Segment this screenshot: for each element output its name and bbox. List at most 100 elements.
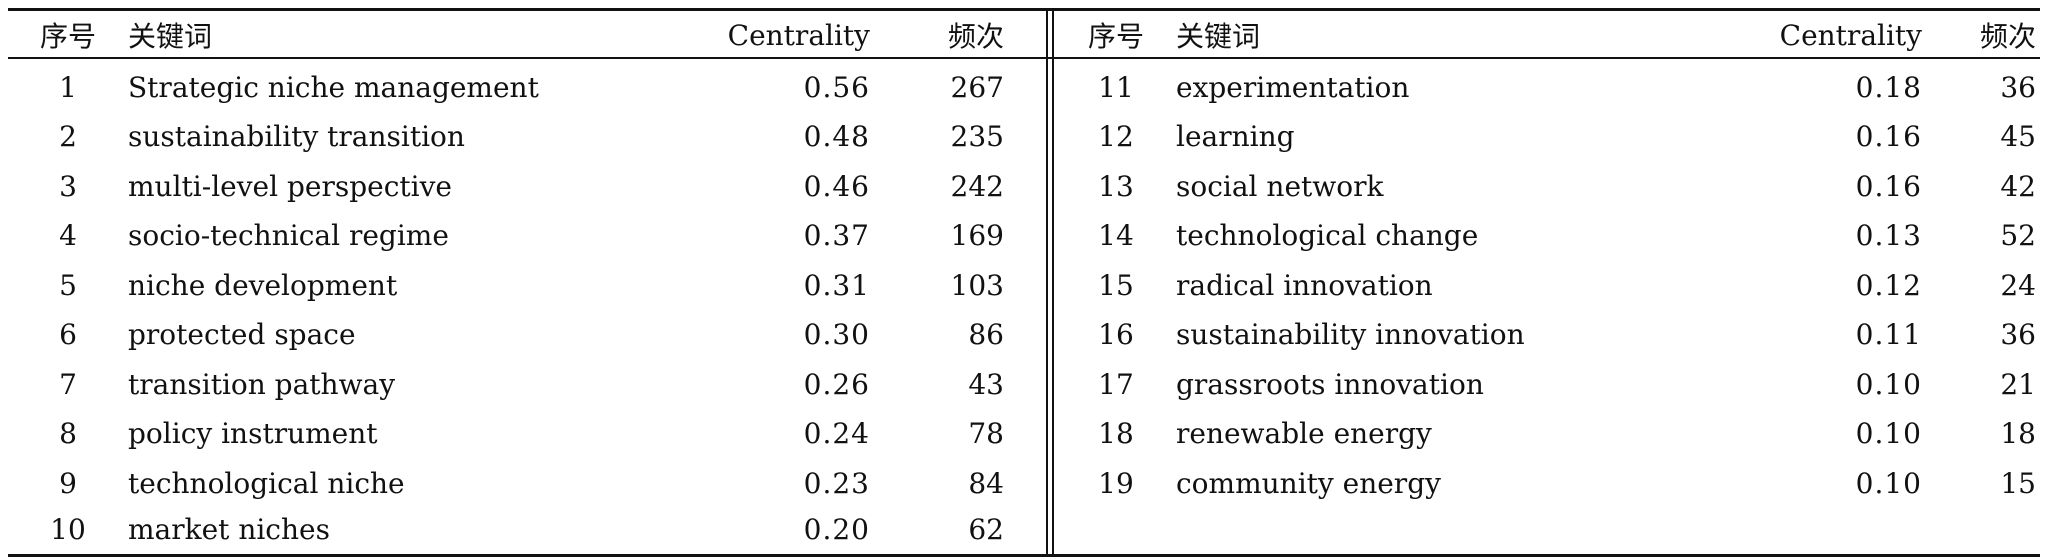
row-centrality: 0.56 [803,70,870,104]
row-centrality: 0.11 [1855,318,1922,351]
table-row: 3 multi-level perspective 0.46 242 [8,162,1044,210]
table-row: 2 sustainability transition 0.48 235 [8,113,1044,161]
table-row: 13 social network 0.16 42 [1056,162,2040,210]
row-centrality: 0.20 [803,512,870,546]
row-keyword: Strategic niche management [128,70,539,104]
row-centrality: 0.10 [1855,466,1922,500]
row-frequency: 235 [950,120,1004,153]
row-centrality: 0.46 [803,169,870,203]
row-keyword: technological change [1176,219,1479,252]
row-centrality: 0.13 [1855,219,1922,252]
table-top-rule [8,8,2040,11]
row-keyword: technological niche [128,466,405,500]
row-index: 12 [1098,120,1134,153]
row-keyword: market niches [128,512,330,546]
row-keyword: socio-technical regime [128,219,449,252]
row-centrality: 0.12 [1855,268,1922,302]
row-index: 2 [59,120,77,153]
row-centrality: 0.10 [1855,417,1922,450]
row-index: 4 [59,219,77,252]
table-row: 6 protected space 0.30 86 [8,311,1044,359]
row-centrality: 0.10 [1855,367,1922,401]
row-centrality: 0.48 [803,120,870,153]
row-frequency: 86 [968,318,1004,351]
row-centrality: 0.26 [803,367,870,401]
row-centrality: 0.24 [803,417,870,450]
table-row: 16 sustainability innovation 0.11 36 [1056,311,2040,359]
row-centrality: 0.18 [1855,70,1922,104]
row-index: 15 [1098,268,1134,302]
row-frequency: 169 [950,219,1004,252]
row-frequency: 43 [968,367,1004,401]
row-keyword: sustainability innovation [1176,318,1525,351]
header-row: 序号 关键词 Centrality 频次 [8,11,1044,59]
table-row: 17 grassroots innovation 0.10 21 [1056,360,2040,408]
row-keyword: transition pathway [128,367,396,401]
table-row: 9 technological niche 0.23 84 [8,459,1044,507]
row-frequency: 42 [2000,169,2036,203]
table-row: 12 learning 0.16 45 [1056,113,2040,161]
row-frequency: 267 [950,70,1004,104]
row-index: 1 [59,70,77,104]
header-index: 序号 [39,20,96,53]
column-divider [1046,8,1048,557]
table-left-half: 序号 关键词 Centrality 频次 1 Strategic niche m… [8,8,1044,556]
keyword-table: 序号 关键词 Centrality 频次 1 Strategic niche m… [8,8,2040,557]
row-keyword: renewable energy [1176,417,1432,450]
row-centrality: 0.30 [803,318,870,351]
row-frequency: 21 [2000,367,2036,401]
row-frequency: 36 [2000,318,2036,351]
row-frequency: 36 [2000,70,2036,104]
row-index: 7 [59,367,77,401]
row-frequency: 78 [968,417,1004,450]
table-row: 10 market niches 0.20 62 [8,505,1044,553]
row-frequency: 24 [2000,268,2036,302]
row-centrality: 0.31 [803,268,870,302]
row-index: 6 [59,318,77,351]
row-index: 18 [1098,417,1134,450]
header-frequency: 频次 [947,20,1004,53]
header-row: 序号 关键词 Centrality 频次 [1056,11,2040,59]
table-row: 7 transition pathway 0.26 43 [8,360,1044,408]
table-row: 4 socio-technical regime 0.37 169 [8,212,1044,260]
row-index: 11 [1098,70,1134,104]
table-row: 8 policy instrument 0.24 78 [8,410,1044,458]
row-keyword: multi-level perspective [128,169,452,203]
row-frequency: 15 [2000,466,2036,500]
header-centrality: Centrality [1779,18,1922,52]
row-centrality: 0.23 [803,466,870,500]
row-keyword: community energy [1176,466,1441,500]
row-centrality: 0.16 [1855,169,1922,203]
table-header-rule [8,57,2040,59]
header-centrality: Centrality [727,18,870,52]
row-index: 8 [59,417,77,450]
table-row: 15 radical innovation 0.12 24 [1056,261,2040,309]
table-row: 18 renewable energy 0.10 18 [1056,410,2040,458]
row-index: 10 [50,512,86,546]
column-divider [1052,8,1054,557]
row-keyword: social network [1176,169,1384,203]
table-right-half: 序号 关键词 Centrality 频次 11 experimentation … [1056,8,2040,556]
row-frequency: 62 [968,512,1004,546]
table-row: 19 community energy 0.10 15 [1056,459,2040,507]
table-row: 1 Strategic niche management 0.56 267 [8,63,1044,111]
row-index: 19 [1098,466,1134,500]
row-frequency: 45 [2000,120,2036,153]
row-index: 16 [1098,318,1134,351]
table-row: 11 experimentation 0.18 36 [1056,63,2040,111]
row-keyword: experimentation [1176,70,1410,104]
row-frequency: 52 [2000,219,2036,252]
row-index: 13 [1098,169,1134,203]
row-frequency: 242 [950,169,1004,203]
table-row: 5 niche development 0.31 103 [8,261,1044,309]
row-centrality: 0.16 [1855,120,1922,153]
table-bottom-rule [8,554,2040,557]
header-index: 序号 [1087,20,1144,53]
header-frequency: 频次 [1979,20,2036,53]
row-index: 3 [59,169,77,203]
header-keyword: 关键词 [128,20,213,53]
row-keyword: sustainability transition [128,120,465,153]
row-index: 9 [59,466,77,500]
row-index: 17 [1098,367,1134,401]
row-keyword: learning [1176,120,1295,153]
